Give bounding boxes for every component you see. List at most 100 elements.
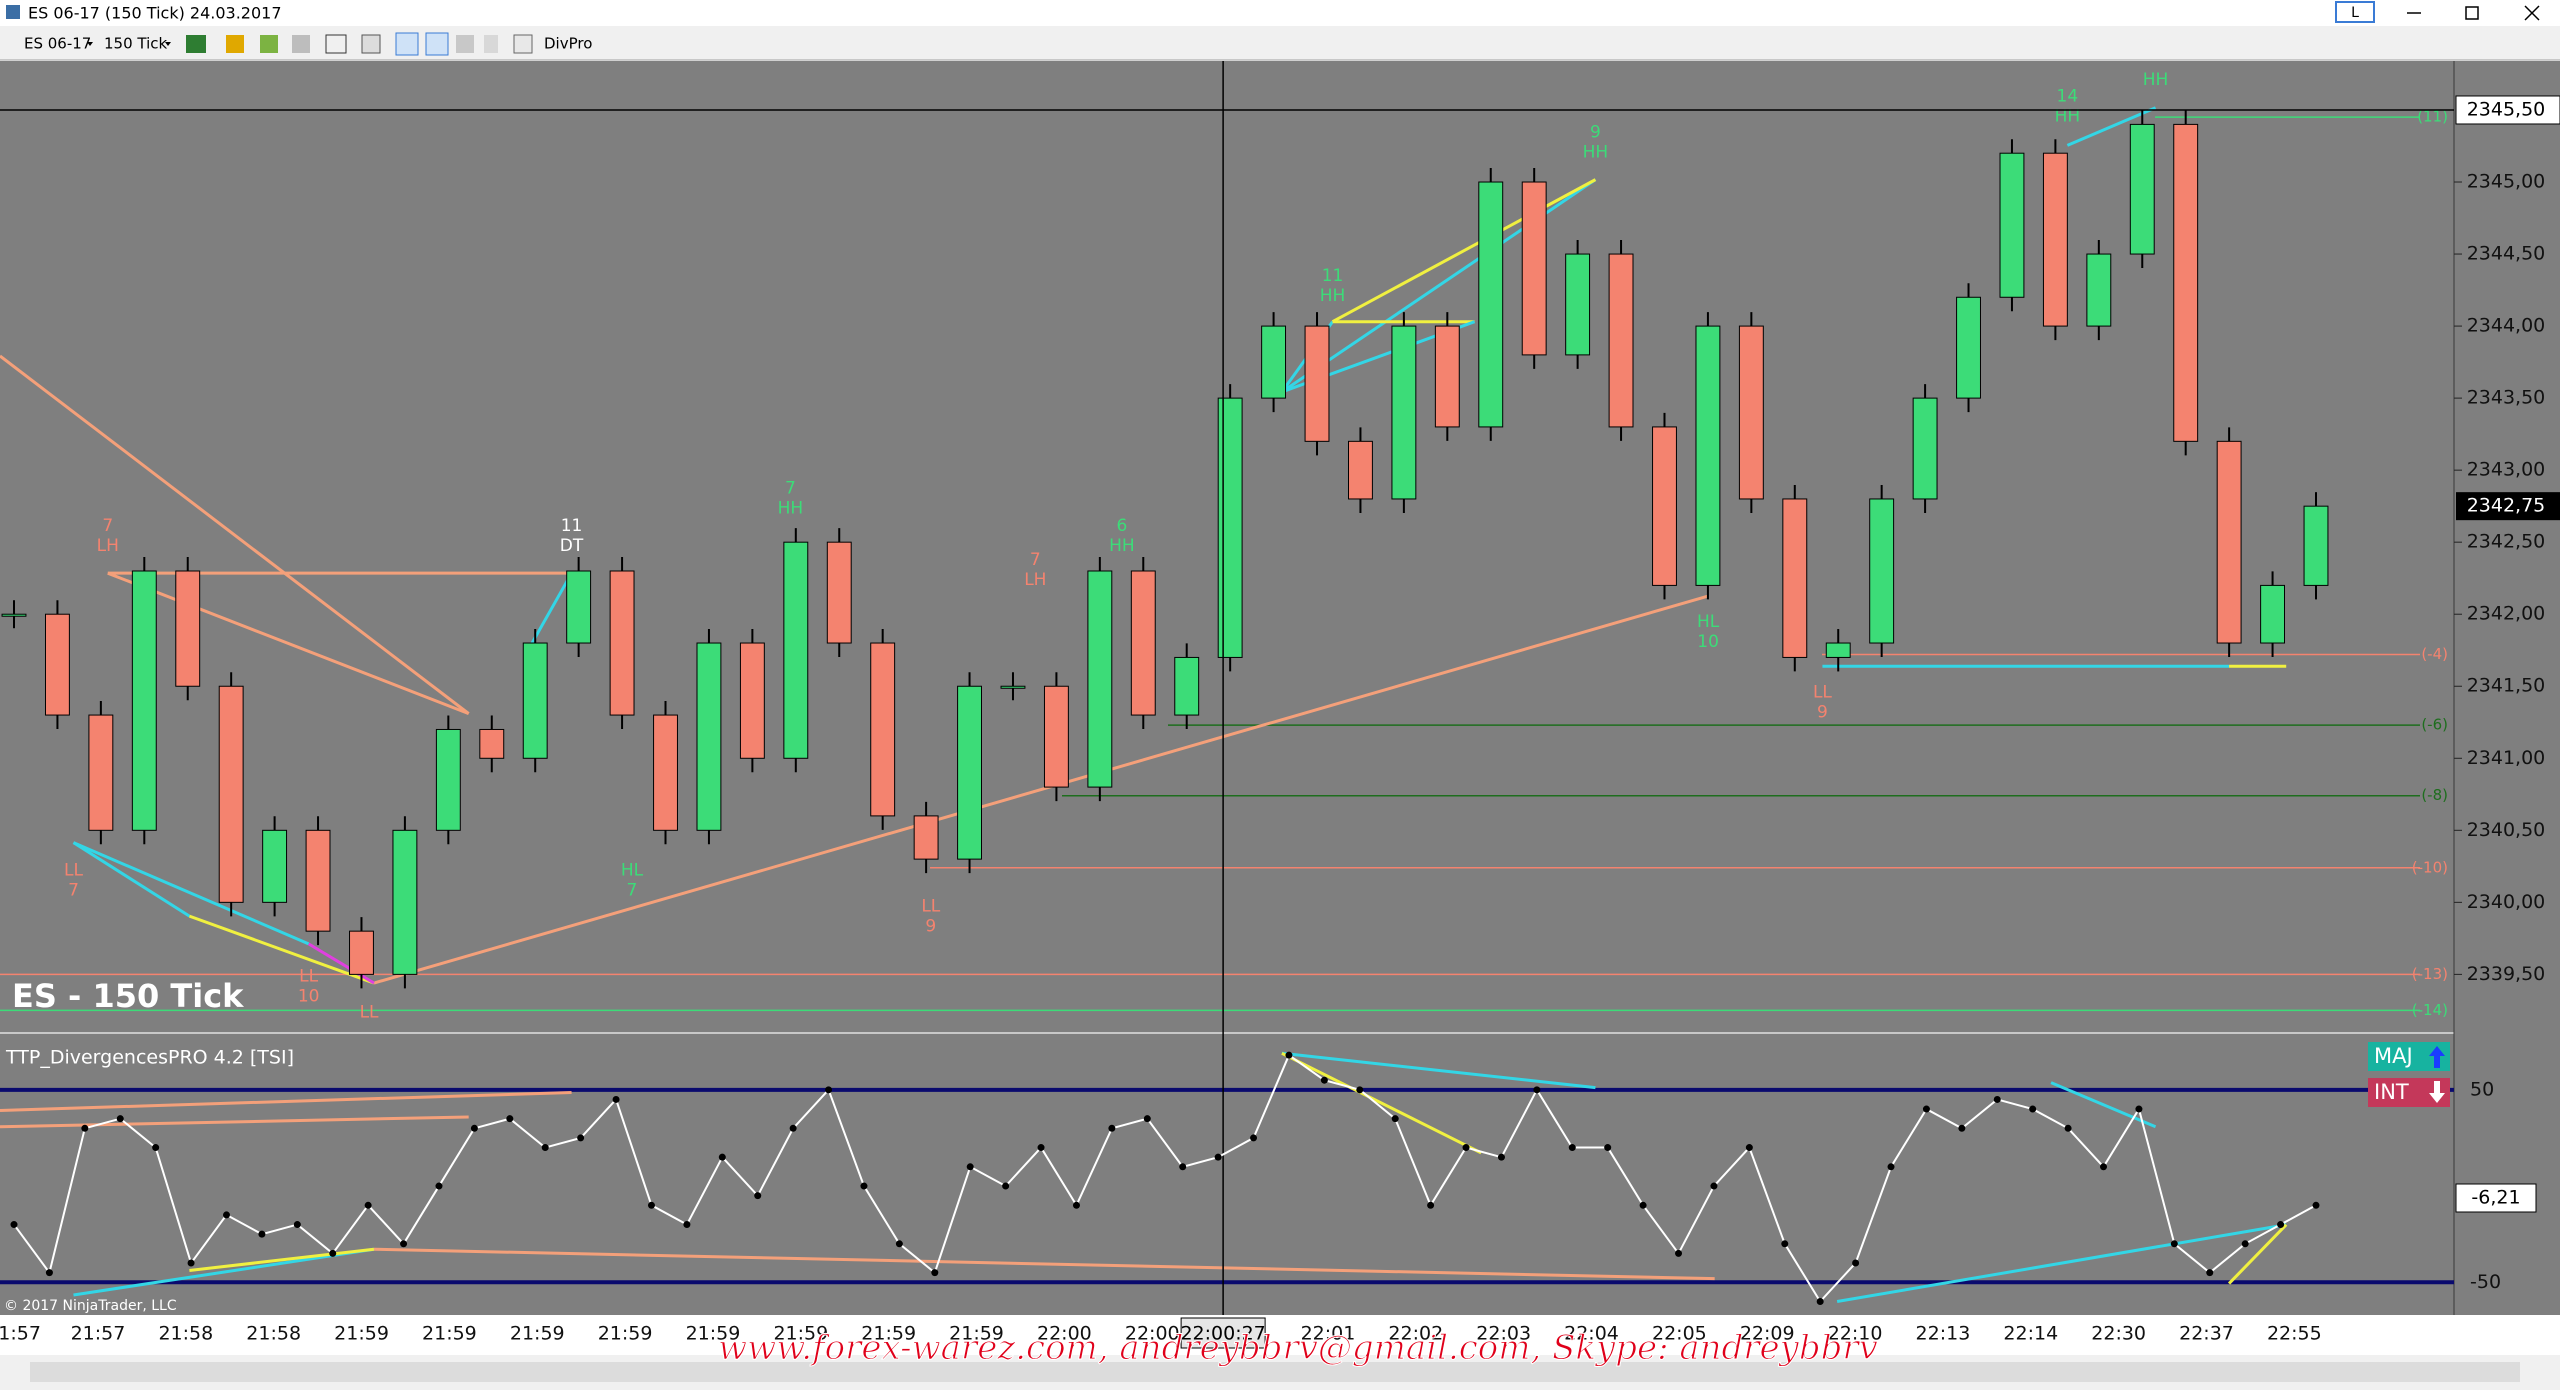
y-tick-label: -50: [2470, 1271, 2501, 1293]
x-tick-label: 22:30: [2091, 1323, 2146, 1345]
candle: [2086, 253, 2112, 327]
indicator-dot: [2277, 1221, 2285, 1229]
swing-label: 11: [561, 516, 583, 536]
y-tick-label: 2343,50: [2467, 387, 2546, 409]
indicator-dot: [152, 1144, 160, 1152]
swing-label: 9: [1817, 702, 1828, 722]
candle: [1043, 685, 1069, 788]
indicator-dot: [612, 1095, 620, 1103]
close-button[interactable]: [2524, 5, 2540, 21]
candle: [1087, 570, 1113, 788]
indicator-dot: [1179, 1163, 1187, 1171]
candle: [1608, 253, 1634, 428]
candle: [131, 570, 157, 831]
candle: [696, 642, 722, 831]
candle: [218, 685, 244, 903]
indicator-dot: [10, 1221, 18, 1229]
level-label: (-8): [2421, 786, 2448, 804]
x-tick-label: 22:03: [1476, 1323, 1531, 1345]
signal-badge-label: MAJ: [2374, 1044, 2413, 1068]
indicator-dot: [1356, 1086, 1364, 1094]
x-tick-label: 21:59: [773, 1323, 828, 1345]
window-l-button[interactable]: [2335, 1, 2375, 23]
divergence-line: [0, 1090, 572, 1112]
indicator-dot: [1745, 1144, 1753, 1152]
candle: [1956, 296, 1981, 399]
signal-arrow: [2429, 1081, 2445, 1103]
candle: [2303, 505, 2329, 586]
swing-label: HL: [621, 860, 644, 880]
swing-label: HH: [778, 498, 804, 518]
candle: [1130, 570, 1156, 716]
title-bar: [0, 0, 2560, 26]
x-tick-label: 21:57: [71, 1323, 126, 1345]
copyright: © 2017 NinjaTrader, LLC: [4, 1298, 177, 1314]
indicator-dot: [2100, 1163, 2108, 1171]
y-tick-label: 2341,50: [2467, 675, 2546, 697]
last-price: 2342,75: [2467, 495, 2546, 517]
indicator-dot: [683, 1221, 691, 1229]
swing-label: 7: [785, 478, 796, 498]
x-tick-label: 21:59: [422, 1323, 477, 1345]
x-tick-label: 21:59: [598, 1323, 653, 1345]
drawings: [0, 106, 2454, 1303]
x-tick-label: 21:58: [246, 1323, 301, 1345]
indicator-dot: [1320, 1076, 1328, 1084]
x-tick-label: 22:09: [1740, 1323, 1795, 1345]
indicator-dot: [2206, 1269, 2214, 1277]
divergence-line: [373, 594, 1709, 985]
swing-label: 11: [1322, 266, 1344, 286]
x-tick-label: 21:59: [334, 1323, 389, 1345]
indicator-dot: [2241, 1240, 2249, 1248]
instrument-selector[interactable]: ES 06-17: [24, 35, 91, 53]
divergence-line: [373, 1247, 1715, 1281]
indicator-dot: [116, 1115, 124, 1123]
swing-label: HH: [1320, 286, 1346, 306]
divergence-line: [2227, 1223, 2288, 1285]
level-label: (-14): [2412, 1001, 2448, 1019]
indicator-title: TTP_DivergencesPRO 4.2 [TSI]: [5, 1047, 294, 1069]
indicator-dot: [222, 1211, 230, 1219]
indicator-button[interactable]: DivPro: [544, 35, 592, 53]
period-selector[interactable]: 150 Tick: [104, 35, 168, 53]
swing-label: 9: [1590, 122, 1601, 142]
indicator-dot: [45, 1269, 53, 1277]
swing-label: 14: [2057, 86, 2079, 106]
level-label: (-10): [2412, 858, 2448, 876]
maximize-button[interactable]: [2465, 6, 2479, 20]
candle: [1652, 426, 1677, 586]
indicator-dot: [2029, 1105, 2037, 1113]
swing-label: LL: [64, 860, 83, 880]
y-tick-label: 50: [2470, 1078, 2494, 1100]
swing-label: DT: [560, 536, 584, 556]
indicator-dot: [400, 1240, 408, 1248]
candle: [826, 541, 852, 644]
indicator-dot: [1391, 1115, 1399, 1123]
swing-label: HH: [1109, 536, 1135, 556]
candle: [609, 570, 635, 716]
candle: [1, 613, 27, 617]
x-tick-label: 22:10: [1828, 1323, 1883, 1345]
time-axis: [0, 1315, 2560, 1355]
divergence-line: [0, 354, 470, 715]
indicator-dot: [1816, 1298, 1824, 1306]
candle: [653, 714, 678, 831]
indicator-dot: [1462, 1144, 1470, 1152]
indicator-dot: [81, 1124, 89, 1132]
candle: [1695, 325, 1721, 586]
candle: [1825, 642, 1851, 658]
indicator-dot: [966, 1163, 974, 1171]
swing-label: LL: [921, 896, 940, 916]
dropdown-arrow: [165, 42, 171, 46]
indicator-dot: [577, 1134, 585, 1142]
indicator-line: [13, 1053, 2317, 1304]
x-tick-label: 22:37: [2179, 1323, 2234, 1345]
indicator-dot: [1781, 1240, 1789, 1248]
candle: [175, 570, 201, 687]
indicator-value-box: [2455, 1183, 2537, 1213]
candle: [913, 815, 939, 860]
candle: [1869, 498, 1895, 644]
candle: [1391, 325, 1417, 500]
scrollbar-thumb[interactable]: [30, 1362, 2520, 1382]
toolbar-icons[interactable]: [186, 32, 533, 56]
